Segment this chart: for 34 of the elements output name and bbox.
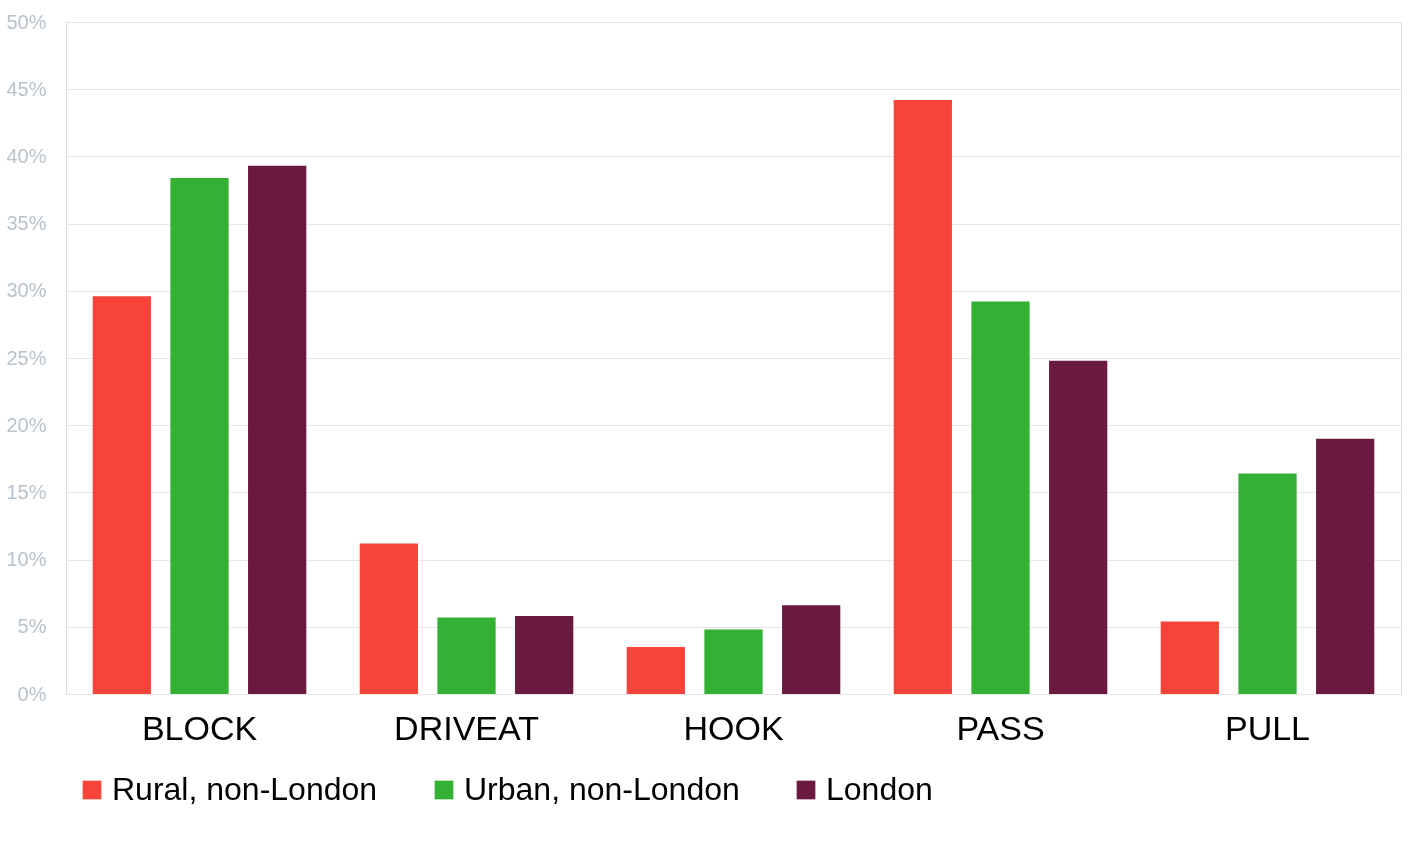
y-tick-label: 15% bbox=[6, 480, 47, 503]
y-tick-label: 40% bbox=[6, 144, 47, 167]
bar bbox=[1049, 360, 1108, 694]
bar bbox=[782, 605, 841, 694]
bar bbox=[893, 99, 952, 694]
y-tick-label: 50% bbox=[6, 10, 47, 33]
x-tick-label: PASS bbox=[956, 708, 1045, 747]
y-tick-label: 0% bbox=[17, 682, 47, 705]
bar bbox=[1316, 438, 1375, 694]
bar bbox=[626, 646, 685, 694]
legend-label: London bbox=[826, 771, 933, 807]
legend-label: Urban, non-London bbox=[464, 771, 740, 807]
x-tick-label: DRIVEAT bbox=[394, 708, 539, 747]
bar bbox=[704, 629, 763, 694]
y-tick-label: 45% bbox=[6, 77, 47, 100]
legend-label: Rural, non-London bbox=[112, 771, 378, 807]
y-tick-label: 25% bbox=[6, 346, 47, 369]
x-tick-label: BLOCK bbox=[141, 708, 258, 747]
bar bbox=[1238, 473, 1297, 694]
bar bbox=[971, 301, 1030, 694]
x-tick-label: HOOK bbox=[683, 708, 784, 747]
bar bbox=[359, 543, 418, 694]
bar bbox=[515, 616, 574, 694]
y-tick-label: 20% bbox=[6, 413, 47, 436]
bar bbox=[437, 617, 496, 694]
bar bbox=[92, 296, 151, 694]
y-tick-label: 5% bbox=[17, 615, 47, 638]
y-tick-label: 10% bbox=[6, 548, 47, 571]
x-tick-label: PULL bbox=[1224, 708, 1311, 747]
y-tick-label: 30% bbox=[6, 279, 47, 302]
bar bbox=[1160, 621, 1219, 694]
y-tick-label: 35% bbox=[6, 212, 47, 235]
bar bbox=[170, 177, 229, 694]
bar bbox=[248, 165, 307, 694]
